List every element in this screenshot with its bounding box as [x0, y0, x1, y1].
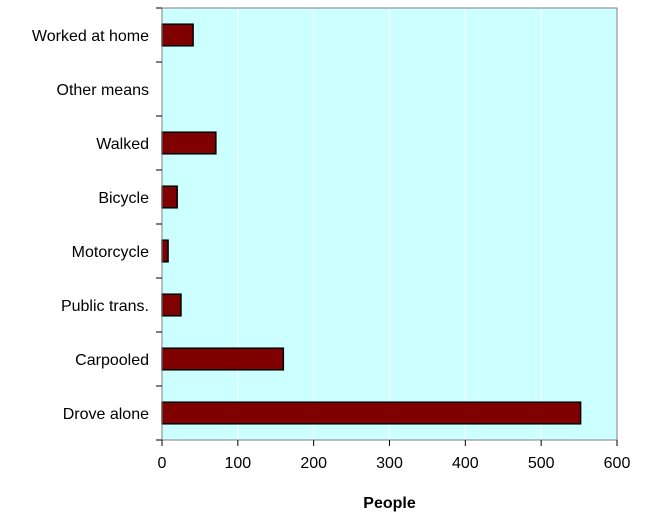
bar-carpooled: [161, 347, 285, 371]
x-tick-label: 400: [452, 455, 479, 472]
x-tick-label: 200: [300, 455, 327, 472]
category-label: Motorcycle: [72, 244, 149, 261]
y-category-labels: Drove alone Carpooled Public trans. Motorcy…: [32, 28, 149, 423]
category-label: Drove alone: [63, 406, 149, 423]
bar-motorcycle: [161, 239, 169, 263]
x-axis-title: People: [363, 495, 416, 512]
category-label: Walked: [96, 136, 149, 153]
x-tick-label: 0: [158, 455, 167, 472]
category-label: Worked at home: [32, 28, 149, 45]
category-label: Public trans.: [61, 298, 149, 315]
bar-walked: [161, 131, 217, 155]
bar-drove-alone: [161, 401, 582, 425]
category-label: Carpooled: [75, 352, 149, 369]
x-tick-label: 500: [528, 455, 555, 472]
category-label: Other means: [57, 82, 149, 99]
axes: [156, 7, 618, 446]
category-label: Bicycle: [98, 190, 149, 207]
x-tick-label: 600: [604, 455, 631, 472]
bar-bicycle: [161, 185, 178, 209]
bar-worked-at-home: [161, 23, 194, 47]
x-tick-label: 300: [376, 455, 403, 472]
x-tick-labels: 0 100 200 300 400 500 600: [158, 455, 631, 472]
x-tick-label: 100: [224, 455, 251, 472]
bar-public-trans: [161, 293, 182, 317]
